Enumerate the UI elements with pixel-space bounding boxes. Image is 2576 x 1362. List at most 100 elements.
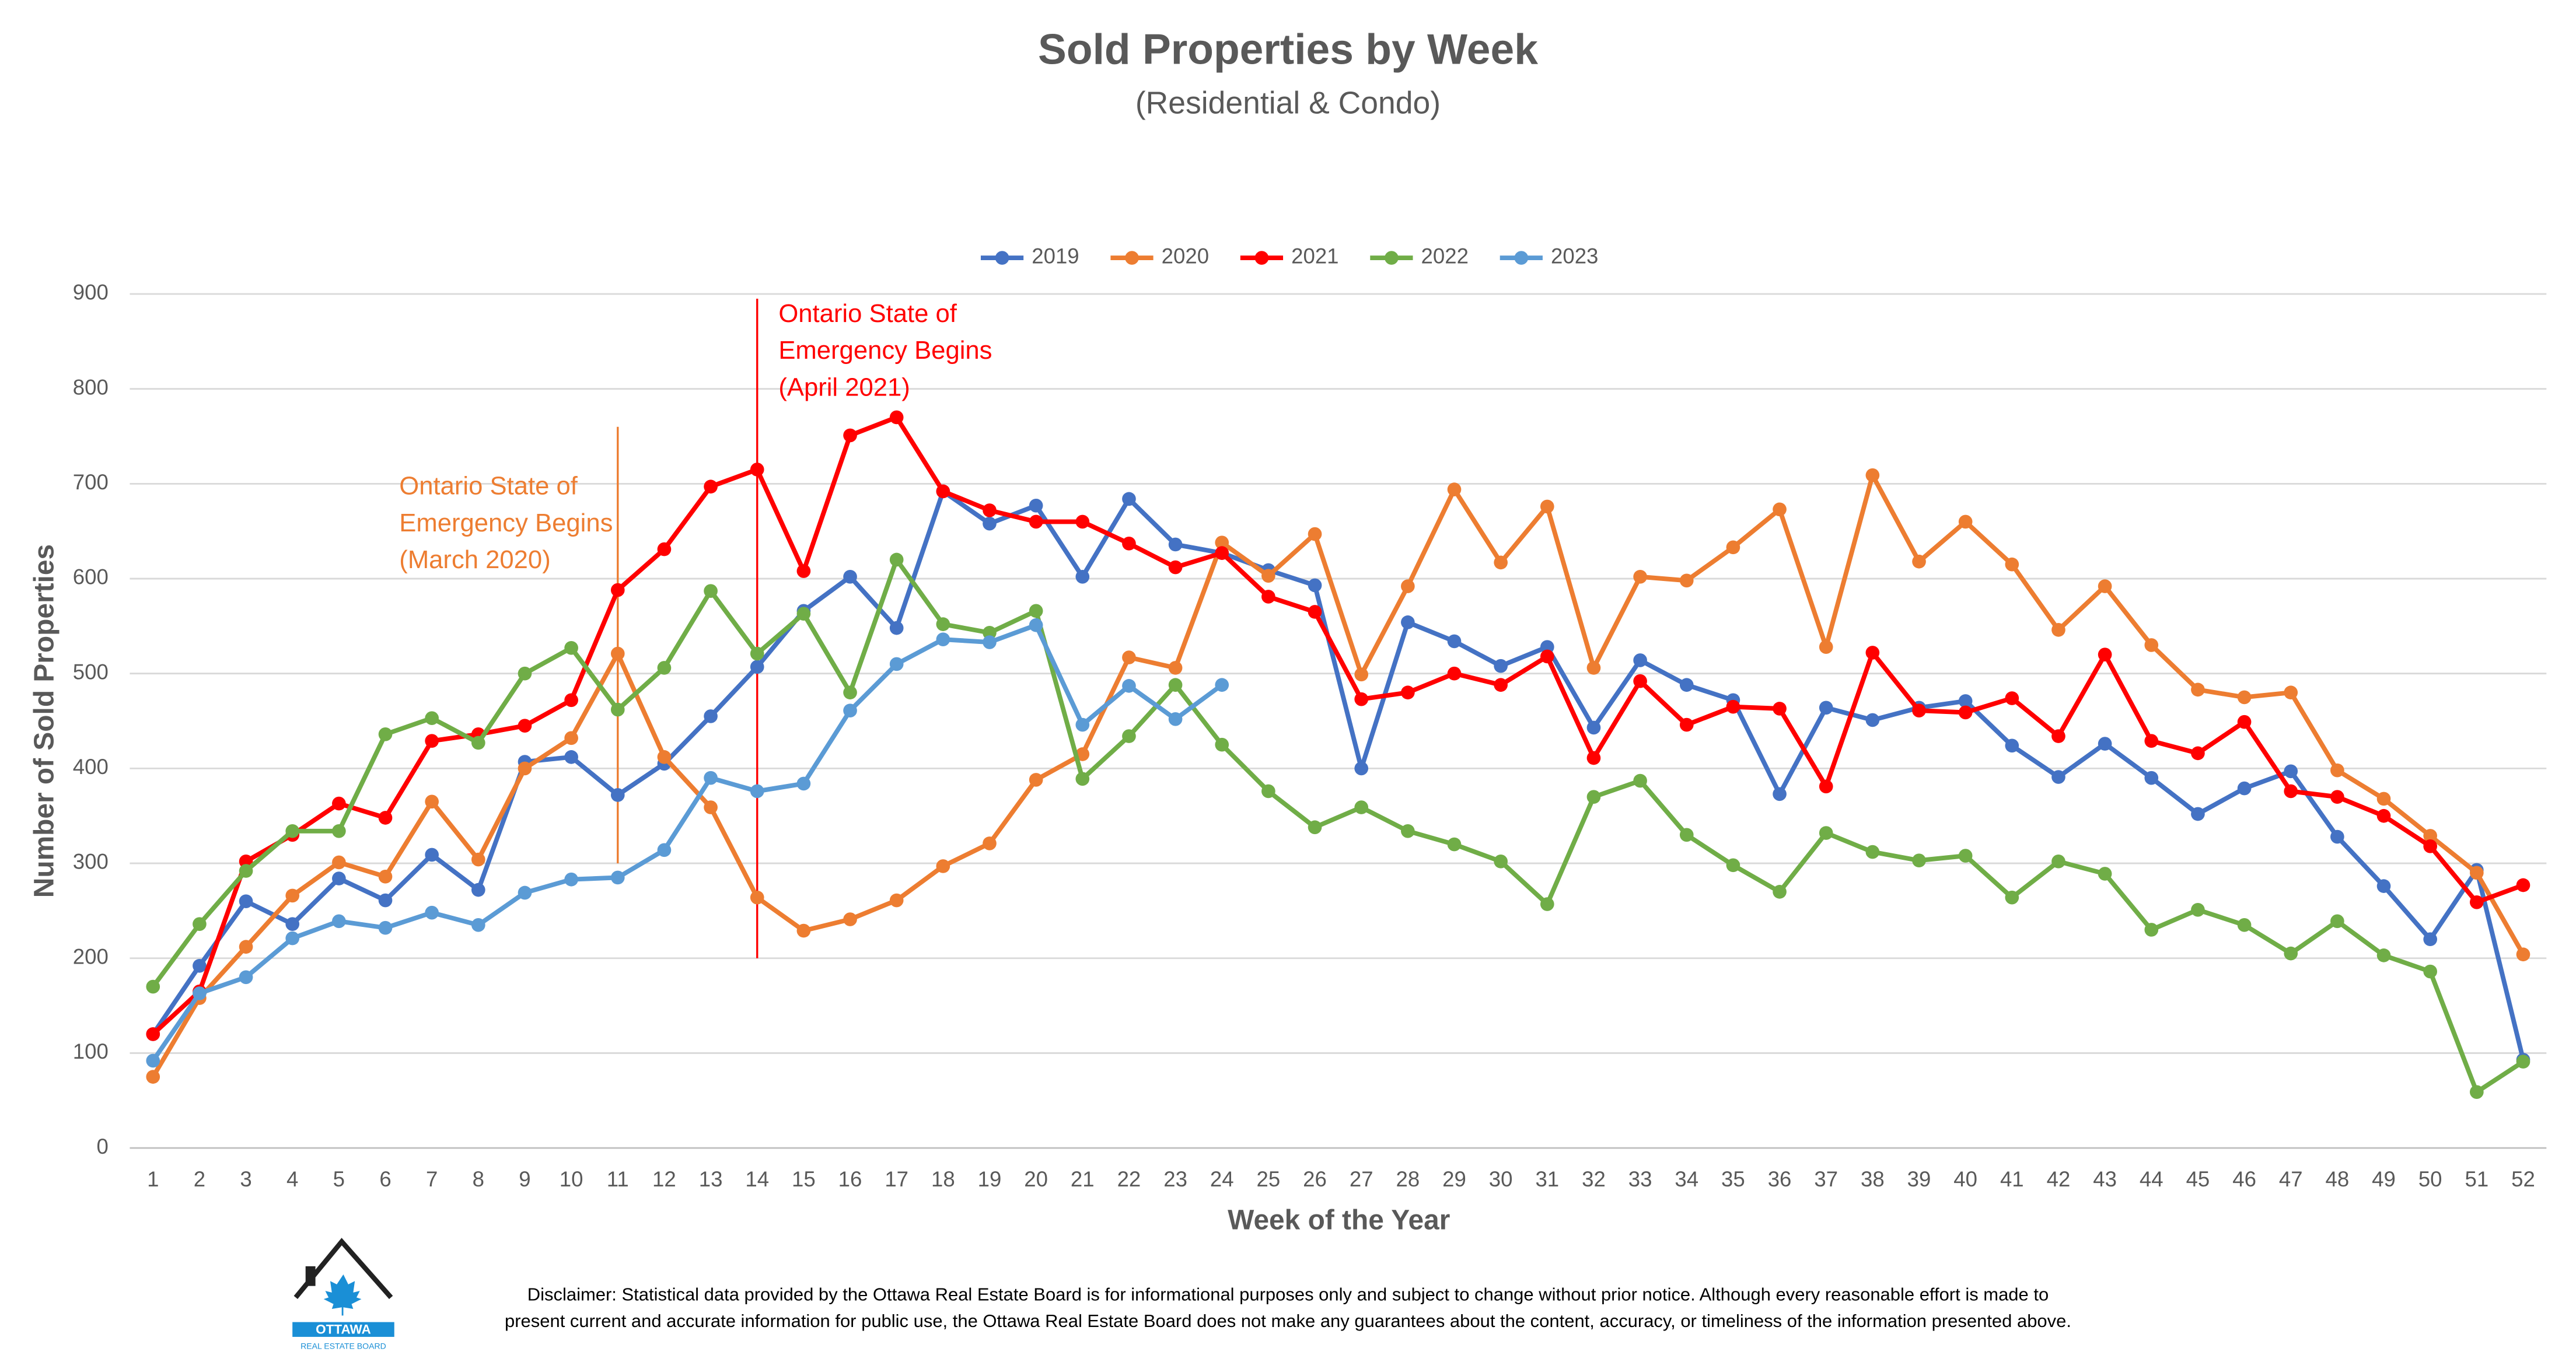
data-point (564, 640, 578, 655)
data-point (1029, 498, 1043, 513)
data-point (2284, 784, 2298, 799)
data-point (796, 607, 811, 621)
data-point (1865, 713, 1880, 727)
data-point (843, 912, 857, 926)
x-axis-label: Week of the Year (1228, 1205, 1450, 1235)
data-point (2191, 682, 2205, 697)
legend-label: 2019 (1032, 244, 1079, 268)
data-point (889, 893, 904, 908)
x-tick-label: 44 (2140, 1167, 2163, 1191)
data-point (332, 824, 346, 838)
series-line (151, 557, 2525, 1095)
data-point (1261, 590, 1275, 604)
data-point (1168, 560, 1183, 575)
data-point (2051, 623, 2065, 637)
data-point (1819, 826, 1833, 840)
data-point (1586, 751, 1601, 765)
data-point (146, 1053, 160, 1068)
data-point (983, 635, 997, 649)
data-point (657, 750, 672, 764)
legend-marker (1514, 251, 1529, 265)
data-point (239, 855, 253, 869)
x-tick-label: 50 (2418, 1167, 2442, 1191)
data-point (1447, 666, 1462, 681)
data-point (2376, 808, 2391, 823)
data-point (2051, 770, 2065, 784)
data-point (1354, 692, 1369, 706)
x-tick-label: 37 (1814, 1167, 1838, 1191)
x-tick-label: 20 (1024, 1167, 1048, 1191)
data-point (2284, 685, 2298, 700)
x-tick-label: 38 (1861, 1167, 1885, 1191)
data-point (936, 484, 950, 499)
data-point (2144, 734, 2159, 748)
x-tick-label: 39 (1907, 1167, 1931, 1191)
logo: OTTAWA REAL ESTATE BOARD (292, 1238, 394, 1351)
data-point (378, 920, 393, 935)
data-point (378, 727, 393, 741)
y-tick-label: 100 (73, 1039, 109, 1063)
x-tick-label: 42 (2047, 1167, 2071, 1191)
data-point (1075, 514, 1090, 529)
data-point (378, 893, 393, 908)
x-tick-label: 35 (1721, 1167, 1745, 1191)
data-point (704, 771, 718, 785)
data-point (518, 885, 532, 900)
data-point (610, 646, 625, 661)
data-point (936, 617, 950, 631)
series-line (151, 415, 2524, 1036)
x-tick-label: 29 (1442, 1167, 1466, 1191)
data-point (843, 569, 857, 584)
y-tick-label: 700 (73, 470, 109, 494)
data-point (2237, 715, 2252, 729)
data-point (2098, 737, 2112, 751)
data-point (1865, 468, 1880, 482)
data-point (1447, 482, 1462, 496)
data-point (1308, 820, 1322, 835)
x-tick-label: 2 (194, 1167, 205, 1191)
series (146, 618, 1229, 1068)
x-tick-label: 5 (333, 1167, 345, 1191)
data-point (1308, 578, 1322, 593)
data-point (1912, 703, 1926, 717)
x-tick-label: 32 (1582, 1167, 1606, 1191)
annotation-text: (March 2020) (399, 545, 550, 574)
x-tick-label: 47 (2279, 1167, 2303, 1191)
data-point (239, 864, 253, 878)
x-tick-label: 25 (1257, 1167, 1281, 1191)
x-tick-label: 12 (652, 1167, 676, 1191)
data-point (750, 660, 764, 674)
data-point (657, 542, 672, 556)
data-point (285, 888, 300, 903)
series-line (151, 489, 2526, 1060)
data-point (332, 914, 346, 929)
data-point (1773, 885, 1787, 899)
data-point (1261, 784, 1275, 799)
data-point (332, 855, 346, 870)
data-point (2330, 790, 2344, 804)
data-point (1029, 514, 1043, 529)
x-tick-label: 16 (838, 1167, 862, 1191)
data-point (983, 516, 997, 531)
legend-marker (1125, 251, 1139, 265)
data-point (1586, 790, 1601, 804)
x-tick-label: 27 (1350, 1167, 1373, 1191)
data-point (2237, 690, 2252, 705)
data-point (1865, 646, 1880, 660)
data-point (471, 918, 485, 932)
chart-subtitle: (Residential & Condo) (1135, 86, 1441, 120)
data-point (239, 940, 253, 954)
x-tick-label: 36 (1768, 1167, 1792, 1191)
data-point (564, 731, 578, 745)
series (146, 468, 2530, 1084)
annotation-text: Emergency Begins (778, 336, 992, 365)
data-point (1261, 569, 1275, 583)
x-tick-label: 23 (1163, 1167, 1187, 1191)
y-axis-label: Number of Sold Properties (29, 544, 60, 898)
data-point (796, 564, 811, 578)
data-point (983, 625, 997, 640)
x-tick-label: 11 (607, 1167, 629, 1191)
data-point (2516, 878, 2530, 892)
data-point (2051, 855, 2065, 869)
data-point (1726, 858, 1740, 873)
